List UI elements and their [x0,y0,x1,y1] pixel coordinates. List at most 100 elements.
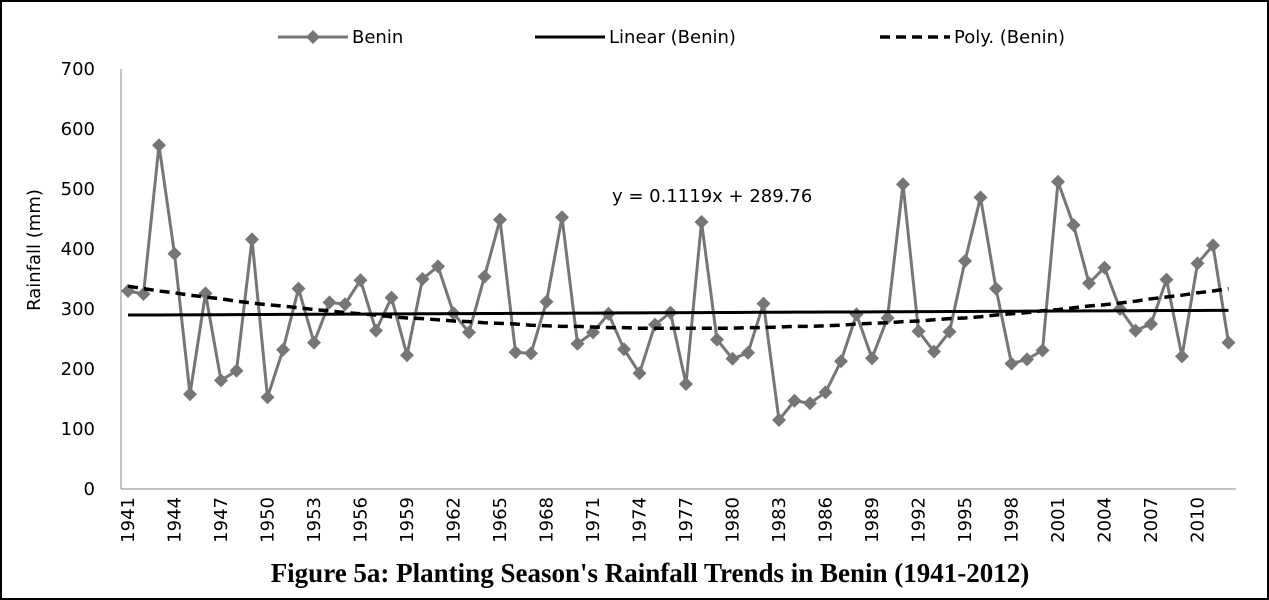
data-point [725,351,740,366]
y-tick-label: 700 [61,59,95,80]
legend-label: Linear (Benin) [609,27,736,48]
x-tick-label: 1947 [211,497,232,543]
y-axis-label: Rainfall (mm) [24,189,45,311]
data-point [679,377,693,391]
data-point [741,345,755,360]
data-point [694,215,709,229]
data-point [1066,218,1081,232]
data-point [1159,272,1174,287]
series-line [127,284,1229,330]
data-point [353,273,368,288]
data-point [1097,260,1112,275]
x-tick-label: 2001 [1048,497,1069,543]
data-point [803,396,817,411]
x-tick-label: 1959 [397,497,418,543]
data-point [508,345,523,360]
data-point [756,296,771,311]
data-point [338,297,352,312]
data-point [772,413,786,427]
x-tick-label: 1983 [769,497,790,543]
data-point [260,390,275,405]
x-tick-label: 1968 [537,497,558,543]
data-point [400,348,414,363]
series-line [127,144,1230,424]
data-point [152,138,166,153]
data-point [1020,352,1034,367]
x-tick-label: 1989 [862,497,883,543]
data-point [570,336,585,351]
y-tick-label: 0 [84,479,95,500]
data-point [167,246,182,261]
data-point [865,351,879,366]
data-point [384,290,399,305]
x-tick-label: 2004 [1095,497,1116,543]
data-point [989,281,1003,296]
x-tick-label: 1974 [630,497,651,543]
data-point [1206,238,1220,253]
x-tick-label: 1950 [258,497,279,543]
data-point [214,373,228,388]
data-point [942,324,957,339]
y-tick-label: 100 [61,419,95,440]
data-point [183,387,197,402]
data-point [911,324,926,339]
data-point [632,366,647,381]
legend-label: Poly. (Benin) [954,27,1065,48]
x-tick-label: 1995 [955,497,976,543]
x-tick-label: 1986 [816,497,837,543]
legend-label: Benin [352,27,403,48]
y-tick-label: 600 [61,119,95,140]
trend-annotation: y = 0.1119x + 289.76 [612,186,812,207]
data-point [710,332,724,347]
data-point [1144,317,1158,331]
data-point [1221,335,1236,350]
y-tick-label: 300 [61,299,95,320]
x-tick-label: 1965 [490,497,511,543]
x-tick-label: 1977 [676,497,697,543]
data-point [1190,256,1205,271]
data-point [1113,302,1127,316]
data-point [415,272,430,286]
data-point [1128,323,1143,338]
data-point [307,335,321,350]
data-point [1004,356,1019,371]
data-point [1051,174,1065,189]
x-tick-label: 1941 [118,497,139,543]
data-point [477,269,492,284]
data-point [291,281,306,296]
data-point [787,393,802,408]
data-point [462,325,476,340]
x-tick-label: 1956 [351,497,372,543]
x-tick-label: 2007 [1141,497,1162,543]
data-point [276,342,290,357]
y-tick-label: 500 [61,179,95,200]
data-point [927,344,941,359]
data-point [555,210,569,225]
data-point [896,177,910,192]
y-tick-label: 400 [61,239,95,260]
data-point [524,346,538,361]
data-point [834,354,848,369]
data-point [431,259,445,274]
legend-marker [306,30,320,44]
data-point [586,325,600,340]
data-point [973,190,988,205]
y-tick-label: 200 [61,359,95,380]
data-point [322,295,337,310]
data-point [1035,343,1050,358]
data-point [1082,276,1096,291]
x-tick-label: 2010 [1188,497,1209,543]
x-tick-label: 1944 [165,497,186,543]
data-point [229,363,244,378]
x-tick-label: 1971 [583,497,604,543]
x-tick-label: 1992 [909,497,930,543]
data-point [369,323,383,338]
data-point [539,294,554,309]
x-tick-label: 1962 [444,497,465,543]
x-tick-label: 1998 [1002,497,1023,543]
x-tick-label: 1953 [304,497,325,543]
data-point [617,342,631,357]
x-tick-label: 1980 [723,497,744,543]
